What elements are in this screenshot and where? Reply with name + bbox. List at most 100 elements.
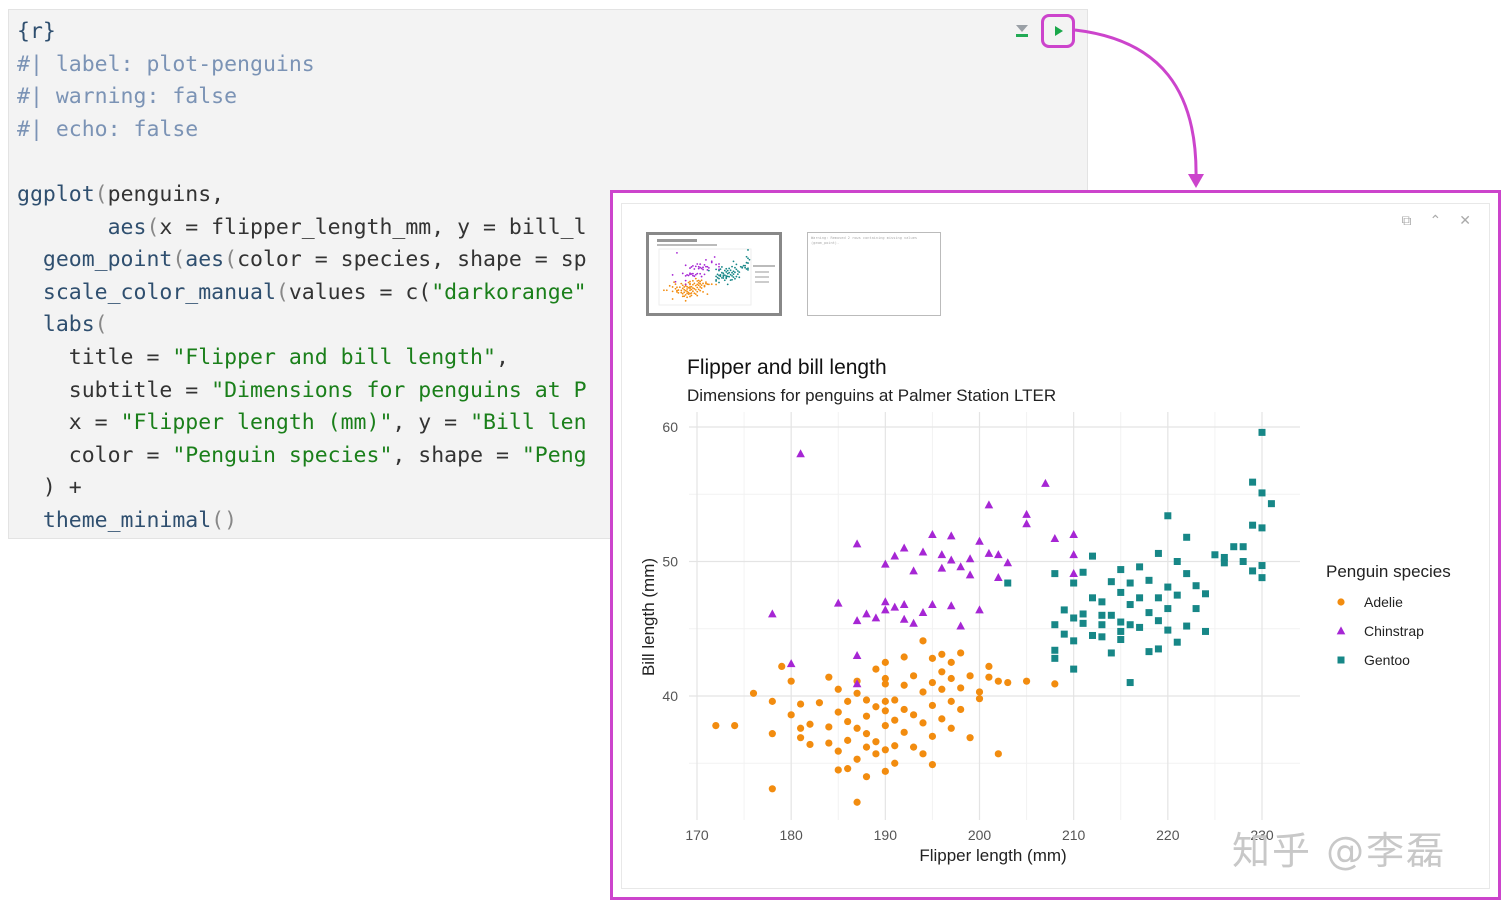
thumbnail-point [735,263,738,266]
thumbnail-point [694,273,697,276]
data-point-adelie [966,734,974,742]
data-point-gentoo [1164,605,1172,613]
data-point-gentoo [1126,579,1134,587]
warning-thumbnail[interactable]: Warning: Removed 2 rows containing missi… [807,232,941,316]
run-cell-button[interactable] [1041,14,1075,48]
data-point-adelie [853,755,861,763]
data-point-chinstrap [1041,478,1050,487]
code-line: labs( [17,309,587,342]
x-tick-label: 220 [1156,827,1180,843]
data-point-adelie [900,653,908,661]
data-point-adelie [909,743,918,751]
thumbnail-point [692,279,694,282]
run-above-icon[interactable] [1011,20,1033,42]
thumbnail-point [671,298,674,300]
thumbnail-point [676,289,678,292]
thumbnail-point [671,290,674,293]
code-token: {r} [17,19,56,44]
thumbnail-point [692,287,694,289]
thumbnail-point [723,279,726,282]
thumbnail-point [731,278,733,281]
thumbnail-point [699,282,702,285]
y-tick-label: 60 [662,419,678,435]
thumbnail-point [718,263,720,265]
thumbnail-point [745,268,748,270]
thumbnail-point [742,264,745,267]
thumbnail-point [747,249,749,251]
data-point-adelie [881,680,889,688]
code-editor[interactable]: {r} #| label: plot-penguins #| warning: fa… [17,16,587,538]
thumbnail-point [686,296,688,299]
data-point-adelie [881,707,889,715]
thumbnail-point [674,283,677,286]
code-token: title = [17,344,173,370]
code-token: , [495,344,509,370]
data-point-gentoo [1173,558,1181,565]
data-point-adelie [862,696,871,704]
data-point-adelie [853,724,861,732]
thumbnail-point [700,287,703,289]
plot-thumbnail[interactable] [646,232,782,316]
collapse-icon[interactable]: ⌃ [1429,212,1442,228]
data-point-adelie [919,688,927,696]
code-token: aes [17,214,147,240]
data-point-adelie [881,767,889,775]
code-line: theme_minimal() [17,505,587,538]
thumbnail-point [690,266,693,268]
data-point-adelie [938,668,946,676]
plot-thumbnail-image [657,239,775,306]
data-point-chinstrap [956,562,965,571]
thumbnail-point [705,282,707,285]
data-point-chinstrap [1069,569,1078,578]
data-point-adelie [909,672,918,680]
data-point-adelie [787,711,795,719]
data-point-gentoo [1117,627,1125,635]
thumbnail-point [689,267,691,269]
thumbnail-point [690,292,693,294]
thumbnail-point [680,282,683,285]
data-point-gentoo [1145,576,1153,584]
thumbnail-point [692,290,694,293]
data-point-chinstrap [937,550,947,559]
cell-toolbar [1011,14,1075,48]
thumbnail-point [710,261,713,264]
thumbnail-point [715,263,717,266]
thumbnail-point [673,281,675,284]
thumbnail-point [702,282,704,285]
data-point-chinstrap [852,616,862,625]
data-point-gentoo [1126,621,1134,629]
data-point-adelie [938,715,946,723]
data-point-gentoo [1145,609,1153,617]
thumbnail-point [713,256,716,258]
data-point-adelie [994,750,1002,758]
thumbnail-point [726,283,729,286]
data-point-gentoo [1258,489,1266,497]
data-point-gentoo [1098,611,1106,619]
thumbnail-point [700,267,703,270]
thumbnail-point [686,290,688,293]
thumbnail-point [715,275,717,278]
code-token: "Dimensions for penguins at P [211,377,587,403]
x-tick-label: 210 [1062,827,1086,843]
thumbnail-point [703,273,706,276]
data-point-gentoo [1107,611,1115,619]
thumbnail-point [681,287,684,290]
expand-icon[interactable]: ⧉ [1401,212,1412,228]
data-point-adelie [796,734,805,742]
thumbnail-point [747,262,749,264]
close-icon[interactable]: ✕ [1459,212,1471,228]
thumbnail-point [674,287,677,290]
data-point-gentoo [1164,512,1172,520]
data-point-adelie [919,719,927,727]
thumbnail-point [687,274,690,277]
thumbnail-point [729,273,732,276]
code-token: #| label: plot-penguins [17,51,315,77]
data-point-chinstrap [881,597,890,606]
data-point-chinstrap [946,531,956,540]
thumbnail-point [671,286,674,288]
code-token: values = c( [288,279,432,305]
thumbnail-point [694,289,697,291]
thumbnail-point [710,283,713,286]
y-axis-label: Bill length (mm) [639,558,658,676]
data-point-gentoo [1051,570,1059,578]
